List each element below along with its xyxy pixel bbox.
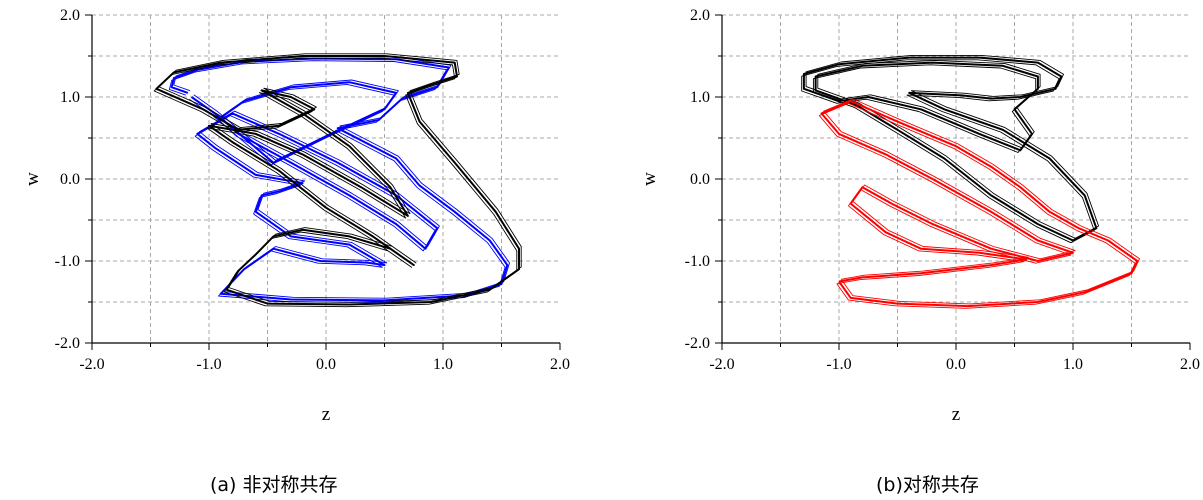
attractor-trajectory-1 xyxy=(158,53,522,303)
y-tick-label: 0.0 xyxy=(60,171,80,188)
panel-a: -2.0 -1.0 0.0 1.0 2.0 2.0 1.0 0.0 -1.0 -2.0 z w xyxy=(22,7,570,425)
x-tick-label: -1.0 xyxy=(196,356,221,373)
x-axis-label: z xyxy=(952,404,960,425)
y-tick-label: 1.0 xyxy=(60,89,80,106)
y-tick-label: 2.0 xyxy=(60,7,80,24)
y-tick-label: -1.0 xyxy=(55,253,80,270)
caption-b: (b)对称共存 xyxy=(876,474,979,496)
attractor-trajectory-1 xyxy=(823,98,1140,305)
attractor-trajectory-1 xyxy=(155,55,520,306)
y-tick-label: 2.0 xyxy=(690,7,710,24)
y-tick-label: -2.0 xyxy=(685,335,710,352)
x-tick-label: 0.0 xyxy=(946,356,966,373)
x-tick-label: 2.0 xyxy=(550,356,570,373)
y-tick-label: -2.0 xyxy=(55,335,80,352)
x-axis-label: z xyxy=(322,404,330,425)
x-tick-label: 2.0 xyxy=(1180,356,1200,373)
y-tick-label: 0.0 xyxy=(690,171,710,188)
x-tick-label: 1.0 xyxy=(1063,356,1083,373)
panel-b: -2.0 -1.0 0.0 1.0 2.0 2.0 1.0 0.0 -1.0 -2.0 z w xyxy=(639,7,1200,425)
x-tick-label: -2.0 xyxy=(709,356,734,373)
caption-a: (a) 非对称共存 xyxy=(210,474,338,496)
x-tick-label: -2.0 xyxy=(79,356,104,373)
attractor-trajectory-0 xyxy=(173,55,510,299)
x-tick-label: -1.0 xyxy=(826,356,851,373)
y-axis-label: w xyxy=(22,172,43,186)
y-tick-label: 1.0 xyxy=(690,89,710,106)
attractor-trajectory-1 xyxy=(820,100,1139,308)
y-tick-label: -1.0 xyxy=(685,253,710,270)
attractor-trajectory-0 xyxy=(805,54,1100,239)
attractor-trajectory-1 xyxy=(818,102,1136,309)
y-axis-label: w xyxy=(639,172,660,186)
x-tick-label: 0.0 xyxy=(316,356,336,373)
x-tick-label: 1.0 xyxy=(433,356,453,373)
